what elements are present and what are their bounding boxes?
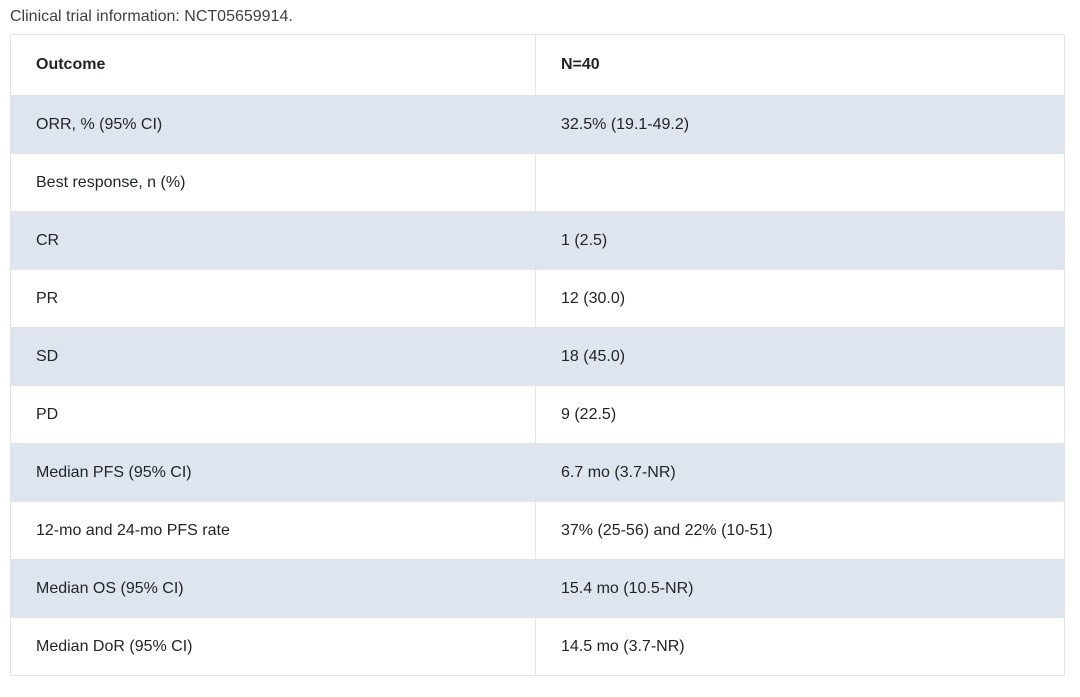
clinical-trial-caption: Clinical trial information: NCT05659914. bbox=[10, 8, 293, 25]
outcome-cell: Best response, n (%) bbox=[10, 153, 536, 212]
outcome-cell: 12-mo and 24-mo PFS rate bbox=[10, 501, 536, 560]
value-cell: 18 (45.0) bbox=[535, 327, 1065, 386]
header-row: Outcome N=40 bbox=[10, 34, 1065, 96]
value-cell: 12 (30.0) bbox=[535, 269, 1065, 328]
table-row: Best response, n (%) bbox=[10, 153, 1065, 212]
table-header: Outcome N=40 bbox=[10, 34, 1065, 96]
table-row: PD 9 (22.5) bbox=[10, 385, 1065, 444]
column-header-n40: N=40 bbox=[535, 34, 1065, 96]
table-row: Median DoR (95% CI) 14.5 mo (3.7-NR) bbox=[10, 617, 1065, 676]
table-body: ORR, % (95% CI) 32.5% (19.1-49.2) Best res… bbox=[10, 95, 1065, 676]
outcomes-table: Outcome N=40 ORR, % (95% CI) 32.5% (19.1-… bbox=[10, 34, 1065, 676]
table-row: ORR, % (95% CI) 32.5% (19.1-49.2) bbox=[10, 95, 1065, 154]
table-row: PR 12 (30.0) bbox=[10, 269, 1065, 328]
value-cell: 37% (25-56) and 22% (10-51) bbox=[535, 501, 1065, 560]
outcome-cell: Median OS (95% CI) bbox=[10, 559, 536, 618]
value-cell: 6.7 mo (3.7-NR) bbox=[535, 443, 1065, 502]
outcome-cell: SD bbox=[10, 327, 536, 386]
outcome-cell: PR bbox=[10, 269, 536, 328]
column-header-outcome: Outcome bbox=[10, 34, 536, 96]
value-cell: 14.5 mo (3.7-NR) bbox=[535, 617, 1065, 676]
outcome-cell: ORR, % (95% CI) bbox=[10, 95, 536, 154]
value-cell: 1 (2.5) bbox=[535, 211, 1065, 270]
value-cell: 15.4 mo (10.5-NR) bbox=[535, 559, 1065, 618]
outcome-cell: Median DoR (95% CI) bbox=[10, 617, 536, 676]
table-row: CR 1 (2.5) bbox=[10, 211, 1065, 270]
outcome-cell: Median PFS (95% CI) bbox=[10, 443, 536, 502]
table-row: Median PFS (95% CI) 6.7 mo (3.7-NR) bbox=[10, 443, 1065, 502]
table-row: 12-mo and 24-mo PFS rate 37% (25-56) and … bbox=[10, 501, 1065, 560]
value-cell: 32.5% (19.1-49.2) bbox=[535, 95, 1065, 154]
value-cell: 9 (22.5) bbox=[535, 385, 1065, 444]
table-row: Median OS (95% CI) 15.4 mo (10.5-NR) bbox=[10, 559, 1065, 618]
outcome-cell: CR bbox=[10, 211, 536, 270]
outcome-cell: PD bbox=[10, 385, 536, 444]
table-row: SD 18 (45.0) bbox=[10, 327, 1065, 386]
value-cell bbox=[535, 153, 1065, 212]
